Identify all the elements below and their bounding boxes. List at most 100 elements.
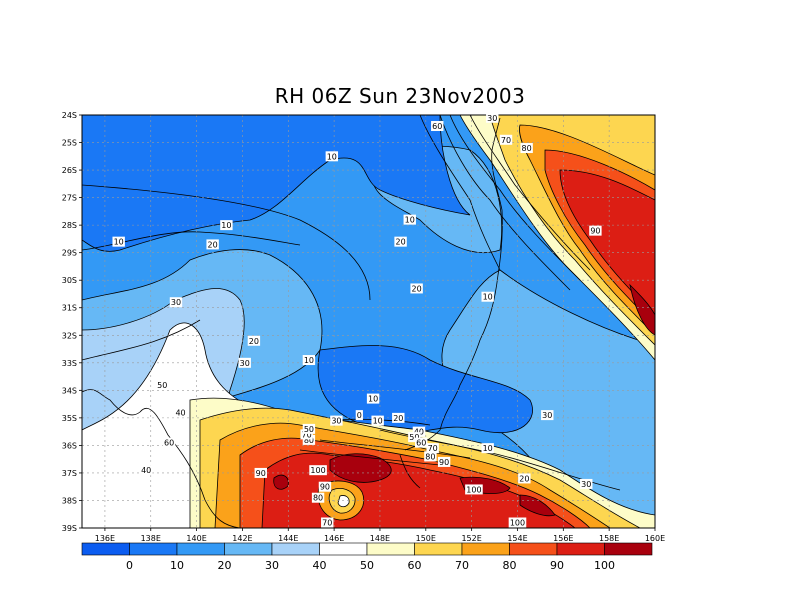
contour-label-text: 30: [542, 411, 552, 420]
contour-label-text: 80: [313, 494, 323, 503]
contour-label-bg: [394, 236, 407, 247]
lat-tick-label: 39S: [62, 524, 77, 533]
contour-label: 10: [366, 393, 380, 404]
contour-label-text: 10: [373, 417, 383, 426]
rh-region-gt100-south-d: [273, 474, 289, 490]
contour-label-text: 10: [114, 238, 124, 247]
contour-label: 90: [589, 225, 602, 236]
lat-tick-label: 25S: [62, 139, 77, 148]
contour-label-text: 70: [501, 136, 511, 145]
contour-label: 10: [220, 220, 233, 231]
contour-label-text: 30: [171, 298, 181, 307]
lon-tick-label: 150E: [416, 534, 436, 543]
colorbar-swatch: [81, 542, 130, 556]
lon-tick-label: 152E: [461, 534, 481, 543]
contour-label: 100: [309, 465, 327, 476]
contour-label-bg: [589, 225, 602, 236]
contour-label: 40: [174, 407, 187, 418]
contour-label-text: 40: [141, 466, 151, 475]
contour-label-bg: [481, 443, 494, 454]
contour-label-text: 10: [327, 152, 337, 161]
colorbar-label: 90: [550, 559, 564, 572]
contour-label-bg: [309, 465, 327, 476]
lon-tick-label: 138E: [141, 534, 161, 543]
colorbar-label: 50: [360, 559, 374, 572]
contour-label: 10: [371, 415, 384, 426]
lat-tick-label: 35S: [62, 414, 77, 423]
contour-label-bg: [403, 214, 416, 225]
colorbar-label: 20: [218, 559, 232, 572]
colorbar-label: 80: [503, 559, 517, 572]
contour-label-text: 10: [304, 356, 314, 365]
contour-label-bg: [300, 429, 313, 440]
lon-tick-label: 140E: [186, 534, 206, 543]
colorbar-label: 100: [594, 559, 615, 572]
contour-label: 60: [415, 437, 428, 448]
colorbar-swatch: [271, 542, 320, 556]
contour-label: 70: [426, 443, 439, 454]
contour-line-10: [299, 449, 441, 466]
colorbar-swatch: [414, 542, 463, 556]
colorbar-swatch: [366, 542, 415, 556]
lat-tick-label: 30S: [62, 276, 77, 285]
contour-label: 20: [410, 283, 423, 294]
contour-label: 80: [311, 492, 325, 503]
lat-tick-label: 37S: [62, 469, 77, 478]
colorbar-label: 0: [126, 559, 133, 572]
contour-label: 10: [481, 291, 494, 302]
contour-label: 90: [318, 481, 332, 492]
contour-label-bg: [169, 297, 183, 308]
contour-label-bg: [541, 410, 554, 421]
contour-label: 20: [518, 473, 531, 484]
contour-line-5: [469, 115, 591, 271]
contour-label: 30: [580, 478, 593, 489]
contour-line-2: [419, 115, 501, 271]
map-plot-area: [82, 115, 655, 528]
contour-label-bg: [415, 437, 428, 448]
lat-tick-label: 33S: [62, 359, 77, 368]
contour-label-bg: [426, 443, 439, 454]
contour-label: 70: [499, 134, 513, 145]
colorbar-label: 60: [408, 559, 422, 572]
contour-label-bg: [220, 220, 233, 231]
contour-label-text: 20: [208, 240, 218, 249]
lon-tick-label: 154E: [507, 534, 527, 543]
contour-label: 40: [412, 426, 426, 437]
colorbar-swatch: [176, 542, 225, 556]
lat-tick-label: 38S: [62, 496, 77, 505]
contour-label-bg: [392, 412, 405, 423]
contour-label-bg: [206, 239, 219, 250]
contour-label: 30: [486, 112, 499, 123]
contour-label-bg: [325, 151, 339, 162]
contour-label-bg: [156, 379, 169, 390]
contour-line-0: [82, 184, 371, 301]
colorbar-swatch: [461, 542, 510, 556]
lat-tick-label: 24S: [62, 111, 77, 120]
contour-label-bg: [465, 484, 483, 495]
contour-label-text: 10: [483, 444, 493, 453]
contour-label-text: 20: [412, 284, 422, 293]
contour-label-text: 70: [428, 444, 438, 453]
contour-label-bg: [424, 451, 437, 462]
rh-region-40-50-inner: [337, 495, 350, 508]
contour-label-bg: [518, 473, 531, 484]
rh-region-20-30-east: [441, 269, 655, 528]
contour-label-bg: [238, 357, 251, 368]
colorbar-swatch: [604, 542, 653, 556]
contour-label-text: 20: [249, 337, 259, 346]
contour-label-text: 80: [522, 144, 532, 153]
contour-label-bg: [520, 143, 533, 154]
contour-label-text: 10: [405, 216, 415, 225]
contour-label-text: 90: [256, 469, 266, 478]
map-frame: [81, 114, 656, 529]
contour-label-bg: [410, 283, 423, 294]
contour-label-bg: [302, 434, 316, 445]
contour-label: 90: [254, 467, 267, 478]
contour-label-text: 100: [510, 518, 525, 527]
contour-label-bg: [254, 467, 267, 478]
contour-label-text: 90: [590, 227, 600, 236]
contour-label-bg: [311, 492, 325, 503]
contour-label-text: 20: [395, 238, 405, 247]
